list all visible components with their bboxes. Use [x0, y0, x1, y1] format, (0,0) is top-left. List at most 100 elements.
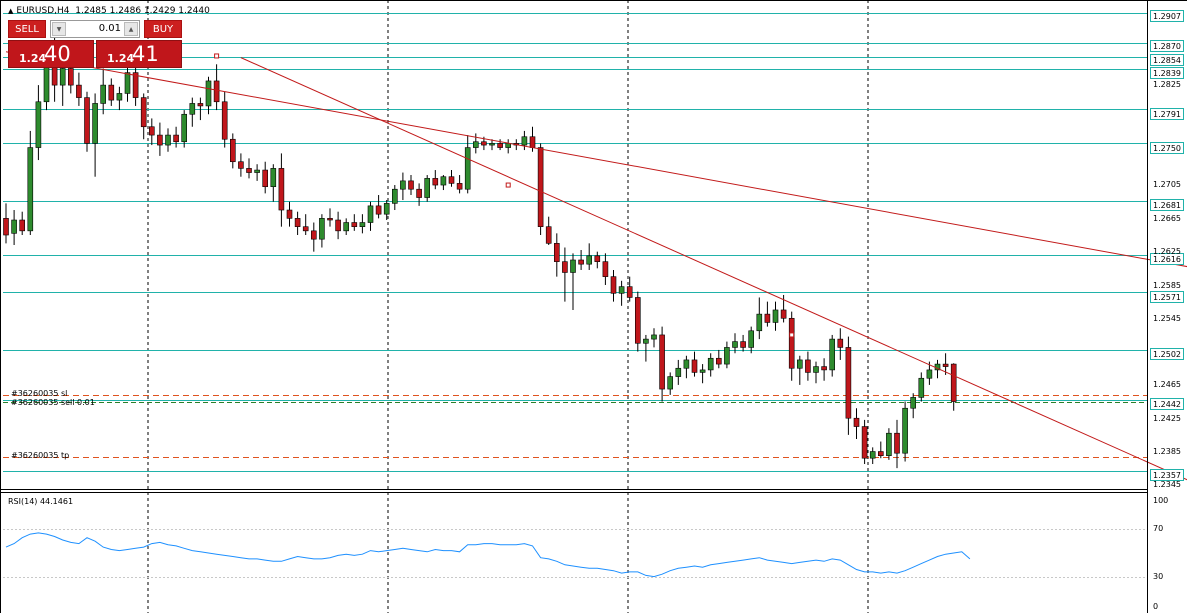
candle-body [821, 366, 827, 371]
candle-body [432, 178, 439, 186]
lot-size-value[interactable]: 0.01 [98, 23, 121, 34]
candle-body [562, 261, 568, 273]
candle-body [570, 259, 576, 273]
candle-body [529, 136, 536, 148]
candle-body [230, 138, 236, 163]
candle-body [764, 313, 771, 323]
candle-body [724, 347, 730, 365]
candle-body [197, 103, 204, 107]
level-tag: 1.2907 [1150, 10, 1184, 22]
candle-body [675, 367, 682, 377]
candle-body [221, 101, 228, 140]
candle-body [383, 203, 390, 215]
candle-body [845, 347, 852, 419]
candle-body [416, 188, 422, 198]
candle-body [278, 168, 285, 211]
candle-body [659, 334, 665, 390]
candle-body [68, 68, 74, 86]
sell-button[interactable]: SELL [8, 20, 46, 38]
candle-body [327, 218, 333, 221]
candle-body [302, 226, 309, 232]
chart-title: ▲ EURUSD,H4 1.2485 1.2486 1.2429 1.2440 [8, 6, 210, 16]
candle-body [505, 143, 512, 148]
candle-body [108, 84, 115, 101]
level-tag: 1.2681 [1150, 199, 1184, 211]
trendline-anchor [789, 332, 795, 338]
candle-body [351, 222, 358, 227]
candle-body [683, 359, 690, 369]
lot-increase-icon[interactable]: ▲ [124, 22, 138, 36]
price-axis-tick: 1.2425 [1153, 414, 1181, 423]
buy-price-box[interactable]: 1.24 41 [96, 40, 182, 68]
candle-body [440, 176, 447, 186]
lot-size-input[interactable]: ▼ 0.01 ▲ [50, 20, 140, 38]
candle-body [132, 72, 139, 98]
candle-body [651, 334, 657, 340]
candle-body [886, 432, 892, 456]
candle-body [400, 180, 406, 190]
trendline-anchor [214, 53, 220, 59]
candle-body [748, 330, 755, 348]
candle-body [894, 432, 900, 454]
candle-body [853, 417, 860, 427]
buy-button[interactable]: BUY [144, 20, 182, 38]
candle-body [740, 341, 746, 348]
candle-body [805, 359, 811, 373]
chart-symbol: EURUSD,H4 [16, 6, 70, 16]
trendline [240, 57, 1187, 481]
candle-body [59, 68, 66, 86]
candle-body [489, 143, 495, 146]
candle-body [375, 205, 382, 215]
candle-body [545, 226, 552, 244]
level-tag: 1.2750 [1150, 142, 1184, 154]
period-separators [147, 0, 869, 613]
candle-body [553, 243, 560, 262]
candle-body [788, 317, 795, 369]
level-tag: 1.2616 [1150, 253, 1184, 265]
trendlines-group[interactable] [5, 51, 1187, 484]
candle-body [173, 134, 179, 143]
candle-body [942, 363, 949, 367]
candle-body [92, 103, 98, 144]
price-axis-tick: 1.2825 [1153, 80, 1181, 89]
candle-body [165, 134, 171, 146]
level-tag: 1.2791 [1150, 108, 1184, 120]
level-tag: 1.2357 [1150, 469, 1184, 481]
level-tag: 1.2839 [1150, 67, 1184, 79]
candle-body [262, 169, 269, 188]
candle-body [715, 357, 722, 365]
sell-price-box[interactable]: 1.24 40 [8, 40, 94, 68]
candle-body [586, 255, 593, 265]
candle-body [594, 255, 601, 262]
rsi-axis-tick: 70 [1153, 524, 1164, 533]
collapse-triangle-icon[interactable]: ▲ [8, 7, 14, 15]
candle-body [116, 93, 123, 101]
level-tag: 1.2442 [1150, 398, 1184, 410]
candle-body [667, 376, 674, 390]
candle-body [918, 377, 925, 398]
order-entry-label[interactable]: #36260035 sell 0.01 [11, 398, 95, 407]
candle-body [796, 359, 803, 369]
price-axis-tick: 1.2585 [1153, 281, 1181, 290]
candle-body [626, 286, 633, 298]
candle-body [578, 259, 584, 265]
order-tp-label[interactable]: #36260035 tp [11, 451, 70, 460]
candle-body [124, 72, 131, 94]
candle-body [521, 136, 528, 146]
candle-body [448, 176, 455, 184]
ask-price-prefix: 1.24 [107, 52, 135, 65]
candle-body [869, 451, 876, 459]
price-axis-tick: 1.2345 [1153, 480, 1181, 489]
level-tag: 1.2854 [1150, 54, 1184, 66]
candle-body [950, 363, 957, 402]
candle-body [780, 309, 787, 319]
candle-body [902, 407, 908, 454]
candles-group [3, 35, 957, 469]
candle-body [319, 218, 325, 240]
order-sl-label[interactable]: #36260035 sl [11, 389, 68, 398]
candle-body [294, 218, 301, 227]
rsi-group [3, 529, 1147, 578]
lot-decrease-icon[interactable]: ▼ [52, 22, 66, 36]
